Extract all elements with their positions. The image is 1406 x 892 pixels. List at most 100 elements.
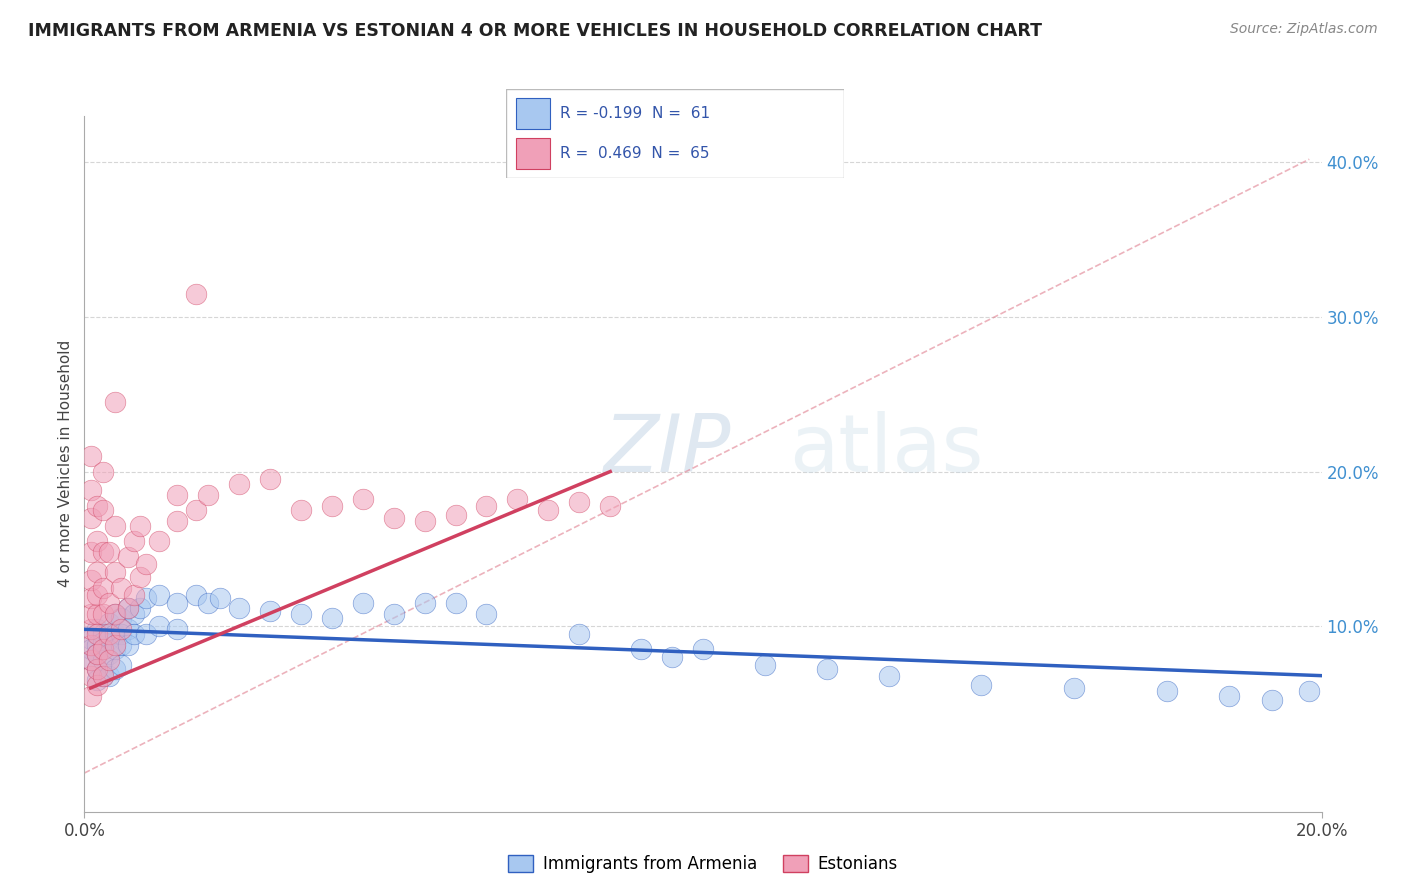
Point — [110, 622, 132, 636]
Point — [98, 616, 121, 631]
Point — [110, 627, 132, 641]
Point — [79, 642, 101, 657]
Point — [110, 657, 132, 672]
Point — [91, 642, 114, 657]
Point — [122, 607, 145, 621]
Point — [537, 503, 560, 517]
Point — [79, 653, 101, 667]
Point — [91, 653, 114, 667]
Point — [444, 508, 467, 522]
Point — [129, 570, 152, 584]
Point — [91, 634, 114, 648]
Point — [148, 534, 170, 549]
Point — [98, 668, 121, 682]
Point — [135, 627, 157, 641]
Point — [129, 518, 152, 533]
Point — [197, 596, 219, 610]
Point — [413, 514, 436, 528]
Point — [79, 511, 101, 525]
Point — [506, 492, 529, 507]
Point — [98, 653, 121, 667]
Point — [104, 565, 127, 579]
Point — [91, 545, 114, 559]
Point — [290, 503, 312, 517]
Point — [1261, 693, 1284, 707]
Point — [86, 499, 108, 513]
Point — [1063, 681, 1085, 695]
Point — [91, 503, 114, 517]
Point — [166, 514, 188, 528]
Point — [86, 638, 108, 652]
Point — [98, 647, 121, 661]
Point — [98, 596, 121, 610]
Point — [661, 650, 683, 665]
FancyBboxPatch shape — [516, 98, 550, 129]
Point — [1298, 684, 1320, 698]
Point — [184, 286, 207, 301]
Text: IMMIGRANTS FROM ARMENIA VS ESTONIAN 4 OR MORE VEHICLES IN HOUSEHOLD CORRELATION : IMMIGRANTS FROM ARMENIA VS ESTONIAN 4 OR… — [28, 22, 1042, 40]
Point — [79, 573, 101, 587]
FancyBboxPatch shape — [516, 138, 550, 169]
Point — [228, 600, 250, 615]
Point — [209, 591, 232, 606]
Point — [104, 607, 127, 621]
Point — [79, 607, 101, 621]
Point — [630, 642, 652, 657]
Point — [444, 596, 467, 610]
Legend: Immigrants from Armenia, Estonians: Immigrants from Armenia, Estonians — [502, 848, 904, 880]
Point — [382, 607, 405, 621]
Point — [98, 632, 121, 646]
Point — [352, 596, 374, 610]
Point — [970, 678, 993, 692]
Point — [122, 588, 145, 602]
Point — [79, 591, 101, 606]
Point — [129, 600, 152, 615]
Point — [815, 663, 838, 677]
FancyBboxPatch shape — [506, 89, 844, 178]
Point — [104, 607, 127, 621]
Point — [166, 622, 188, 636]
Point — [104, 518, 127, 533]
Point — [475, 499, 498, 513]
Point — [86, 607, 108, 621]
Point — [86, 663, 108, 677]
Point — [86, 678, 108, 692]
Point — [104, 395, 127, 409]
Point — [91, 581, 114, 595]
Point — [86, 627, 108, 641]
Point — [122, 627, 145, 641]
Point — [568, 627, 591, 641]
Point — [104, 638, 127, 652]
Point — [259, 472, 281, 486]
Point — [166, 596, 188, 610]
Point — [104, 663, 127, 677]
Point — [91, 607, 114, 621]
Point — [148, 588, 170, 602]
Point — [1218, 689, 1240, 703]
Point — [1156, 684, 1178, 698]
Point — [877, 668, 900, 682]
Point — [79, 689, 101, 703]
Point — [122, 534, 145, 549]
Point — [290, 607, 312, 621]
Point — [91, 668, 114, 682]
Point — [86, 673, 108, 688]
Point — [79, 632, 101, 646]
Point — [599, 499, 621, 513]
Point — [117, 622, 139, 636]
Point — [86, 663, 108, 677]
Point — [104, 642, 127, 657]
Point — [184, 588, 207, 602]
Text: R = -0.199  N =  61: R = -0.199 N = 61 — [560, 106, 710, 121]
Point — [98, 627, 121, 641]
Point — [135, 558, 157, 572]
Point — [86, 647, 108, 661]
Point — [79, 668, 101, 682]
Point — [166, 488, 188, 502]
Point — [197, 488, 219, 502]
Point — [184, 503, 207, 517]
Point — [86, 588, 108, 602]
Point — [86, 622, 108, 636]
Text: ZIP: ZIP — [605, 411, 731, 489]
Point — [110, 611, 132, 625]
